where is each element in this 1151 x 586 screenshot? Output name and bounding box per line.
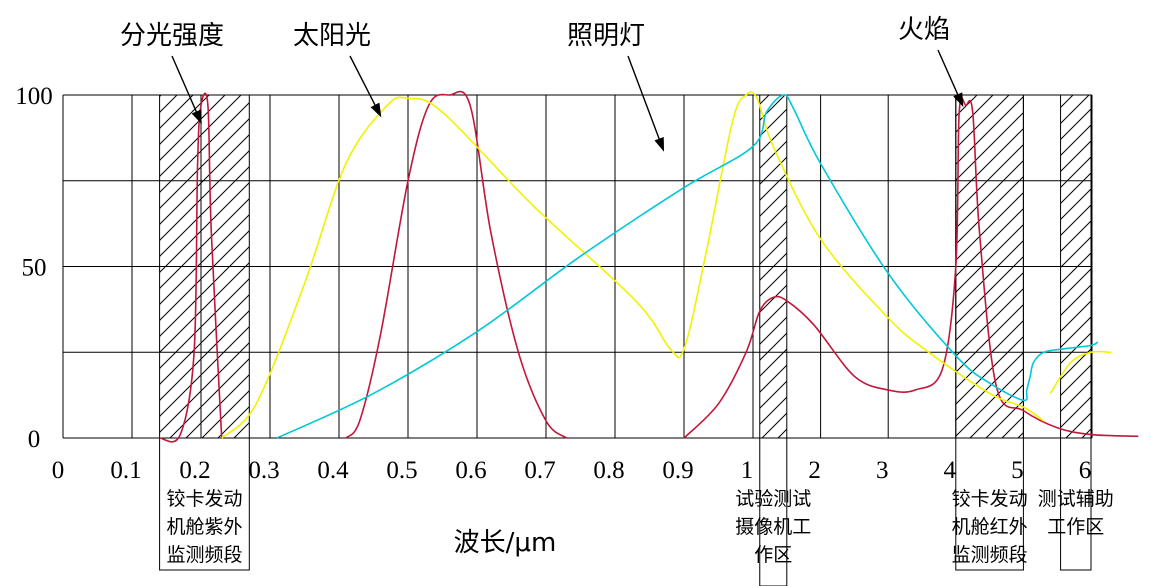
annotation-arrow [627, 55, 665, 152]
axes: 0 50 100 0 0.1 0.2 0.3 0.4 0.5 0.6 0.7 0.8 0.9 1 2 3 4 5 6 [15, 83, 1091, 484]
band-hatch [200, 94, 250, 439]
band-label-line: 监测频段 [166, 544, 242, 566]
band-label-box [1060, 437, 1092, 571]
annotation-label: 分光强度 [120, 21, 224, 51]
annotation-label: 太阳光 [293, 21, 371, 51]
x-tick-label: 6 [1079, 457, 1092, 484]
x-tick-label: 4 [944, 457, 957, 484]
band-hatch [159, 94, 202, 439]
y-tick-label: 50 [22, 255, 47, 282]
annotation-label: 照明灯 [567, 21, 645, 51]
x-tick-label: 0 [52, 457, 65, 484]
series-line [276, 94, 1099, 439]
band-label-line: 机舱紫外 [166, 516, 242, 538]
y-tick-label: 100 [15, 83, 53, 110]
series-line [1049, 350, 1112, 394]
x-axis-label: 波长/μm [454, 528, 557, 558]
annotation-arrow [349, 55, 382, 118]
band-hatch [1060, 94, 1092, 439]
band-label-box [759, 437, 788, 586]
x-tick-label: 0.5 [386, 457, 417, 484]
x-tick-label: 0.3 [248, 457, 279, 484]
x-tick-label: 0.6 [455, 457, 486, 484]
band-hatch [955, 94, 1024, 439]
x-tick-label: 5 [1011, 457, 1024, 484]
annotation-arrow [937, 49, 964, 108]
series-line [345, 90, 568, 439]
band-label-box [955, 437, 1024, 571]
series-line [683, 97, 1139, 439]
band-label-line: 工作区 [1047, 516, 1104, 538]
band-label-line: 铰卡发动 [166, 488, 242, 510]
y-tick-label: 0 [28, 426, 41, 453]
band-regions [159, 94, 1092, 586]
x-tick-label: 0.2 [179, 457, 210, 484]
series-line [221, 91, 1045, 439]
x-tick-label: 0.4 [317, 457, 349, 484]
band-hatch [759, 94, 788, 439]
x-tick-label: 0.1 [110, 457, 141, 484]
x-tick-label: 3 [876, 457, 889, 484]
band-label-line: 测试辅助 [1038, 488, 1114, 510]
band-label-line: 铰卡发动 [952, 488, 1028, 510]
x-tick-label: 1 [741, 457, 754, 484]
series-lines [159, 90, 1139, 443]
annotation-label: 火焰 [898, 15, 950, 45]
band-label-line: 作区 [754, 544, 792, 566]
band-label-line: 试验测试 [735, 488, 811, 510]
band-label-line: 摄像机工 [735, 516, 811, 538]
band-label-box [159, 437, 250, 571]
x-tick-label: 0.7 [524, 457, 555, 484]
x-tick-label: 0.9 [662, 457, 693, 484]
x-tick-label: 2 [808, 457, 821, 484]
band-label-line: 监测频段 [952, 544, 1028, 566]
x-tick-label: 0.8 [593, 457, 624, 484]
annotation-arrow [171, 55, 202, 125]
band-label-line: 机舱红外 [952, 516, 1028, 538]
